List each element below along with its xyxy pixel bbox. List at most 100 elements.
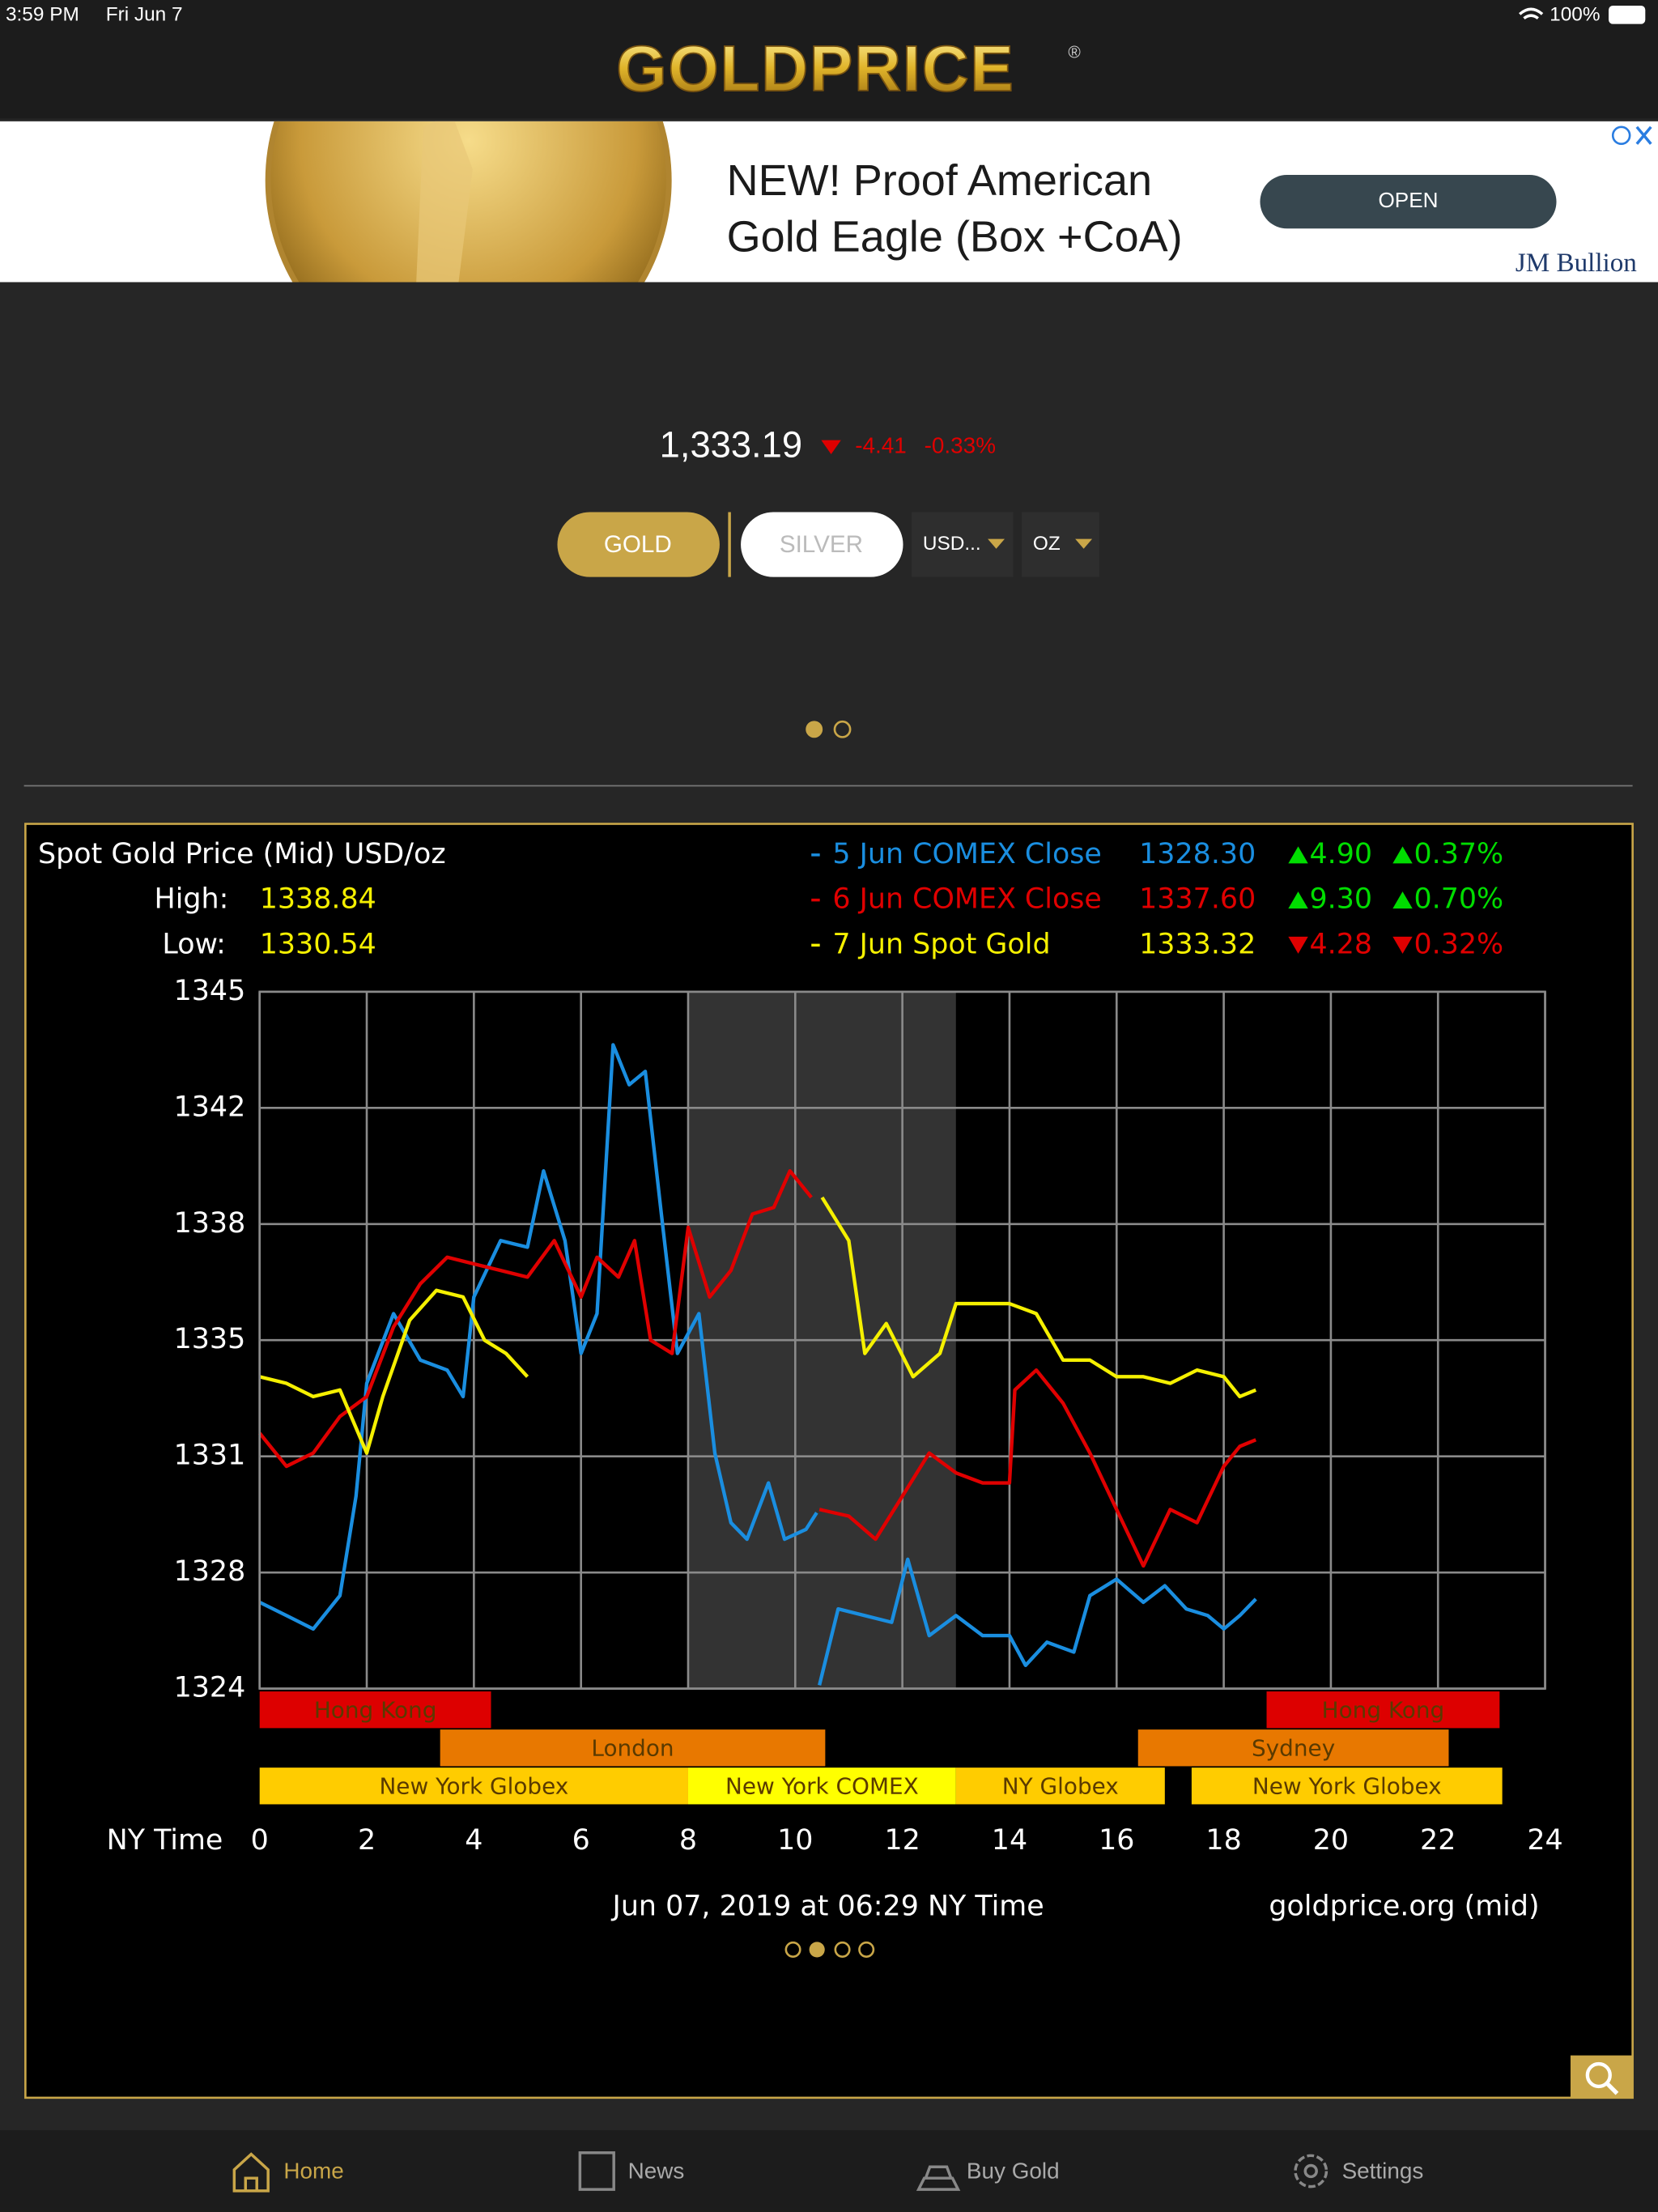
tab-label[interactable]: Buy Gold: [967, 2159, 1060, 2184]
home-icon: [232, 2152, 270, 2193]
dropdown-arrow: [988, 538, 1005, 549]
legend-change-pct: 0.70%: [1414, 883, 1503, 916]
legend-change: 9.30: [1309, 883, 1372, 916]
y-tick-label: 1338: [174, 1207, 246, 1240]
tab-label[interactable]: Home: [283, 2159, 343, 2184]
session-label: New York Globex: [1252, 1773, 1442, 1800]
change-arrow: [1392, 846, 1413, 864]
y-tick-label: 1335: [174, 1323, 246, 1355]
price-down-arrow: [821, 440, 841, 455]
legend-change: 4.90: [1309, 838, 1372, 870]
status-date: Fri Jun 7: [106, 4, 183, 26]
legend-close: 1337.60: [1139, 883, 1256, 916]
y-tick-label: 1345: [174, 975, 246, 1007]
unit-label: OZ: [1033, 533, 1061, 555]
page-dot[interactable]: [833, 720, 852, 738]
ad-open-label: OPEN: [1378, 188, 1438, 212]
legend-close: 1333.32: [1139, 928, 1256, 960]
y-tick-label: 1331: [174, 1440, 246, 1472]
price-line: [258, 1168, 1257, 1568]
tab-bar: [0, 2129, 1658, 2212]
ad-coin-figure: [416, 121, 473, 283]
x-tick-label: 6: [572, 1824, 590, 1857]
x-tick-label: 16: [1099, 1824, 1134, 1857]
currency-label: USD...: [923, 533, 981, 555]
legend-label: 7 Jun Spot Gold: [832, 928, 1050, 960]
zoom-icon: [1605, 2082, 1619, 2095]
logo-trademark: ®: [1068, 44, 1081, 62]
session-bar: [259, 1767, 688, 1805]
battery-icon: [1608, 5, 1646, 24]
legend-close: 1328.30: [1139, 838, 1256, 870]
session-label: New York Globex: [379, 1773, 568, 1800]
status-time: 3:59 PM: [6, 4, 79, 26]
tab-label[interactable]: Settings: [1342, 2159, 1424, 2184]
gold-button-label: GOLD: [604, 531, 672, 558]
x-tick-label: 24: [1527, 1824, 1562, 1857]
ad-brand: JM Bullion: [1516, 248, 1637, 278]
chart-page-dot[interactable]: [858, 1941, 875, 1958]
legend-label: 5 Jun COMEX Close: [832, 838, 1102, 870]
x-tick-label: 12: [884, 1824, 920, 1857]
session-bar: [259, 1691, 491, 1729]
ad-info-icon[interactable]: [1611, 125, 1631, 146]
change-arrow: [1392, 891, 1413, 909]
session-bar: [1191, 1767, 1503, 1805]
x-tick-label: 20: [1313, 1824, 1349, 1857]
ad-headline: Gold Eagle (Box +CoA): [727, 212, 1183, 261]
silver-button-label: SILVER: [780, 531, 863, 558]
legend-label: 6 Jun COMEX Close: [832, 883, 1102, 916]
price-change-pct: -0.33%: [925, 433, 996, 458]
legend-change: 4.28: [1309, 928, 1372, 960]
x-axis-label: NY Time: [107, 1824, 223, 1857]
wifi-icon: [1519, 7, 1544, 20]
battery-level: 100%: [1550, 4, 1600, 26]
y-tick-label: 1342: [174, 1091, 246, 1123]
chart-title: Spot Gold Price (Mid) USD/oz: [38, 838, 446, 870]
ad-close-icon[interactable]: [1635, 125, 1652, 145]
chart-source: goldprice.org (mid): [1269, 1891, 1539, 1923]
session-label: Hong Kong: [1322, 1696, 1445, 1723]
price-line: [259, 1196, 1257, 1455]
zoom-button[interactable]: [1570, 2055, 1633, 2098]
y-tick-label: 1324: [174, 1672, 246, 1704]
chart: Spot Gold Price (Mid) USD/oz High: 1338.…: [38, 838, 1563, 1923]
ad-headline: NEW! Proof American: [727, 156, 1152, 205]
gold-button[interactable]: [557, 512, 720, 577]
x-tick-label: 8: [679, 1824, 697, 1857]
ad-open-button[interactable]: [1260, 175, 1557, 229]
legend-change-pct: 0.32%: [1414, 928, 1503, 960]
change-arrow: [1288, 936, 1308, 954]
x-tick-label: 2: [358, 1824, 376, 1857]
x-tick-label: 14: [992, 1824, 1027, 1857]
buy-icon: [916, 2165, 961, 2191]
tab-label[interactable]: News: [628, 2159, 685, 2184]
high-label: High:: [155, 883, 229, 916]
session-bar: [1266, 1691, 1500, 1729]
settings-icon: [1303, 2163, 1318, 2179]
change-arrow: [1392, 936, 1413, 954]
x-tick-label: 0: [251, 1824, 269, 1857]
chart-page-dot[interactable]: [784, 1941, 801, 1958]
session-bar: [955, 1767, 1165, 1805]
low-label: Low:: [162, 928, 225, 960]
x-tick-label: 4: [465, 1824, 483, 1857]
settings-icon: [1294, 2154, 1329, 2189]
legend-change-pct: 0.37%: [1414, 838, 1503, 870]
x-tick-label: 18: [1205, 1824, 1241, 1857]
chart-page-dot[interactable]: [809, 1942, 825, 1958]
chart-timestamp: Jun 07, 2019 at 06:29 NY Time: [611, 1891, 1044, 1923]
high-value: 1338.84: [260, 883, 376, 916]
page-dot[interactable]: [806, 721, 823, 738]
silver-button[interactable]: [741, 512, 903, 577]
chart-page-dot[interactable]: [834, 1941, 851, 1958]
plot-frame: [258, 990, 1546, 1690]
session-label: London: [591, 1735, 674, 1762]
session-bar: [687, 1767, 956, 1805]
low-value: 1330.54: [260, 928, 376, 960]
session-label: Sydney: [1252, 1735, 1335, 1762]
session-label: New York COMEX: [725, 1773, 919, 1800]
session-label: Hong Kong: [314, 1696, 437, 1723]
